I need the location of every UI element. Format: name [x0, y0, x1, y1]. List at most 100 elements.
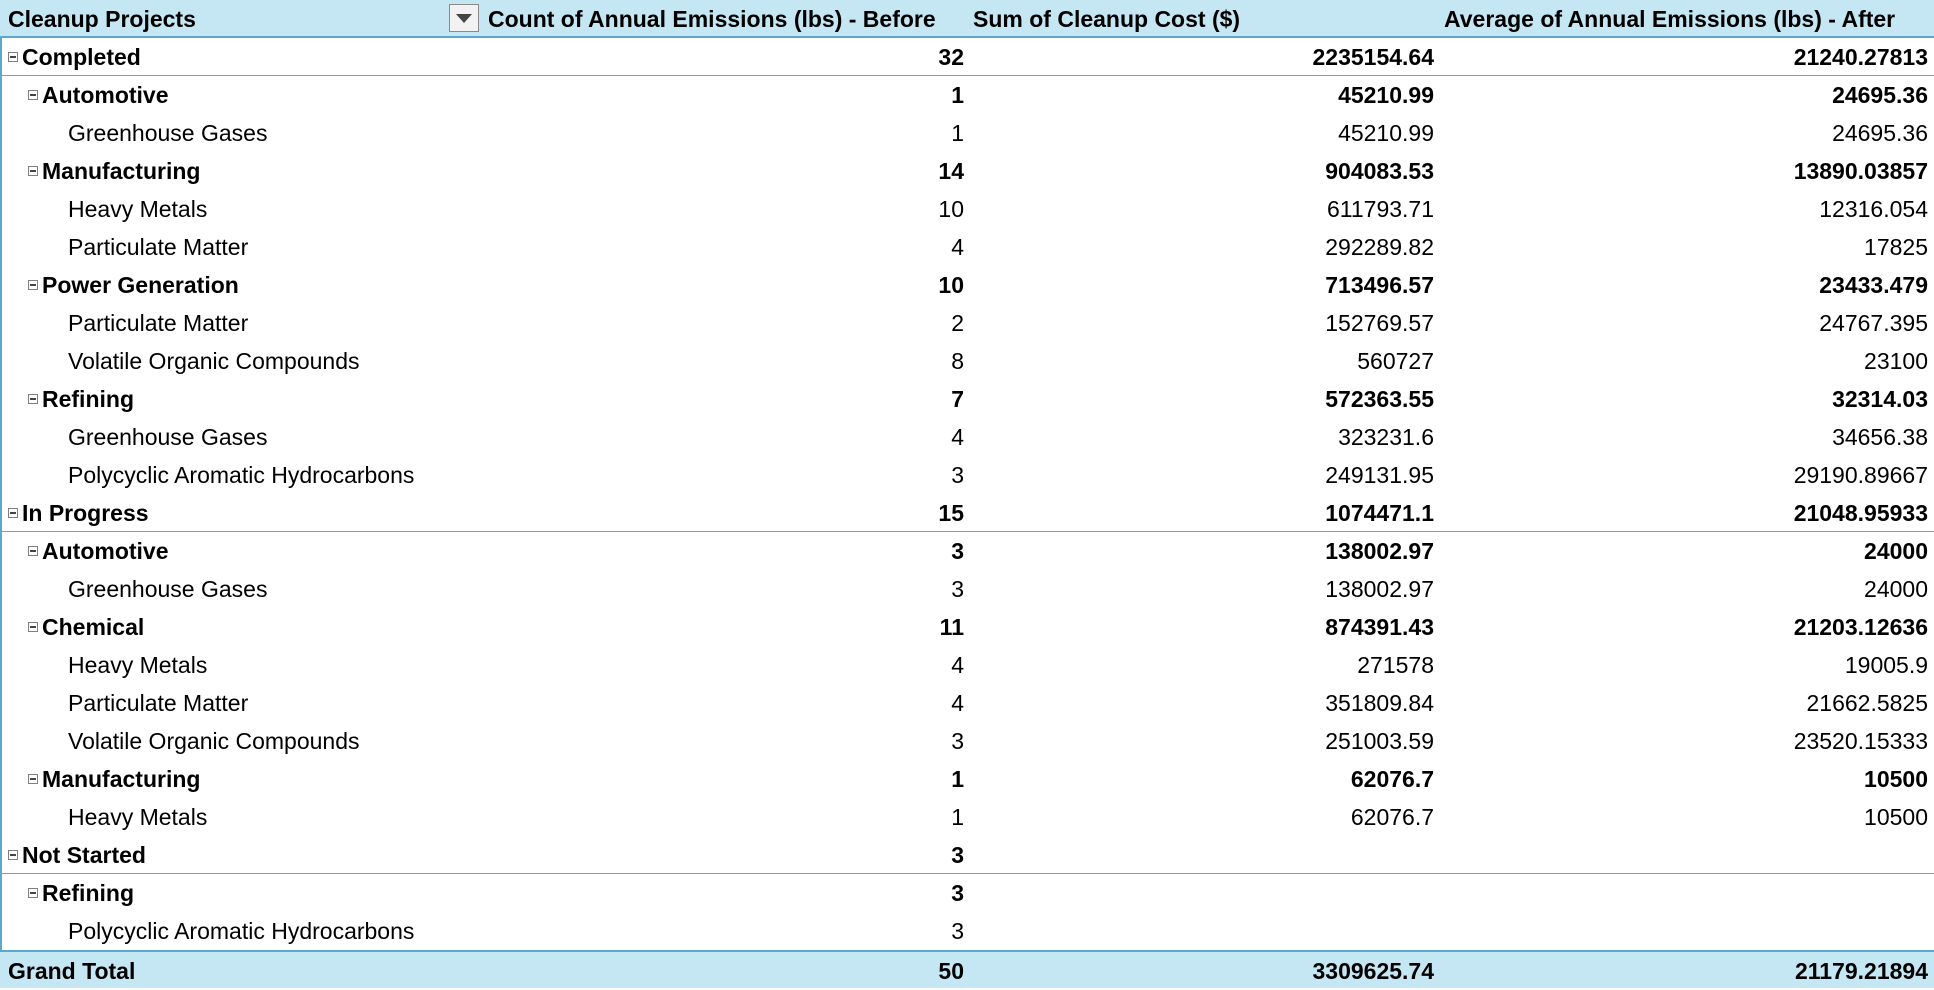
cleanup-cost-cell: 611793.71 — [1326, 196, 1434, 222]
cleanup-cost-cell: 874391.43 — [1325, 614, 1434, 640]
row-label[interactable]: Not Started — [8, 836, 146, 874]
grand-total-avg: 21179.21894 — [1794, 958, 1928, 984]
row-label-text: Completed — [22, 44, 141, 70]
avg-after-cell: 21240.27813 — [1793, 44, 1928, 70]
count-before-cell: 3 — [951, 842, 964, 868]
status-group-row: Not Started 3 — [0, 836, 1934, 874]
row-label-text: Polycyclic Aromatic Hydrocarbons — [68, 462, 415, 488]
cleanup-cost-cell: 2235154.64 — [1312, 44, 1434, 70]
row-label[interactable]: Chemical — [28, 608, 144, 646]
collapse-toggle-icon[interactable] — [8, 51, 18, 62]
row-labels-header: Cleanup Projects — [8, 6, 196, 32]
row-label: Polycyclic Aromatic Hydrocarbons — [68, 456, 414, 494]
row-label[interactable]: In Progress — [8, 494, 149, 532]
count-before-cell: 4 — [951, 234, 964, 260]
pollutant-row: Heavy Metals 1 62076.7 10500 — [0, 798, 1934, 836]
cleanup-cost-cell: 45210.99 — [1338, 120, 1434, 146]
row-label[interactable]: Automotive — [28, 532, 169, 570]
avg-after-cell: 34656.38 — [1832, 424, 1928, 450]
row-label-text: Automotive — [42, 82, 169, 108]
count-before-cell: 1 — [951, 804, 964, 830]
count-before-cell: 15 — [938, 500, 964, 526]
count-before-cell: 4 — [951, 690, 964, 716]
row-label-text: Greenhouse Gases — [68, 576, 268, 602]
row-label: Heavy Metals — [68, 798, 207, 836]
dropdown-arrow-icon[interactable] — [449, 4, 479, 32]
collapse-toggle-icon[interactable] — [28, 89, 38, 100]
row-label: Greenhouse Gases — [68, 114, 267, 152]
row-label[interactable]: Power Generation — [28, 266, 239, 304]
pollutant-row: Particulate Matter 2 152769.57 24767.395 — [0, 304, 1934, 342]
pollutant-row: Greenhouse Gases 4 323231.6 34656.38 — [0, 418, 1934, 456]
industry-group-row: Automotive 1 45210.99 24695.36 — [0, 76, 1934, 114]
row-label: Volatile Organic Compounds — [68, 342, 360, 380]
count-before-cell: 4 — [951, 652, 964, 678]
pollutant-row: Volatile Organic Compounds 8 560727 23100 — [0, 342, 1934, 380]
row-label[interactable]: Refining — [28, 380, 134, 418]
row-label-text: Manufacturing — [42, 766, 201, 792]
cleanup-cost-cell: 904083.53 — [1325, 158, 1434, 184]
cleanup-cost-cell: 152769.57 — [1325, 310, 1434, 336]
grand-total-cost: 3309625.74 — [1312, 958, 1434, 984]
avg-after-cell: 23520.15333 — [1793, 728, 1928, 754]
count-before-cell: 3 — [951, 462, 964, 488]
row-label-text: Automotive — [42, 538, 169, 564]
count-before-cell: 3 — [951, 728, 964, 754]
status-group-row: In Progress 15 1074471.1 21048.95933 — [0, 494, 1934, 532]
collapse-toggle-icon[interactable] — [28, 279, 38, 290]
row-label-text: Not Started — [22, 842, 146, 868]
avg-after-cell: 24000 — [1864, 538, 1928, 564]
avg-after-cell: 23100 — [1864, 348, 1928, 374]
pollutant-row: Greenhouse Gases 1 45210.99 24695.36 — [0, 114, 1934, 152]
row-label-text: Manufacturing — [42, 158, 201, 184]
row-label[interactable]: Automotive — [28, 76, 169, 114]
col-header-avg-after: Average of Annual Emissions (lbs) - Afte… — [1444, 6, 1896, 32]
row-label-text: Power Generation — [42, 272, 239, 298]
avg-after-cell: 24000 — [1864, 576, 1928, 602]
pollutant-row: Heavy Metals 10 611793.71 12316.054 — [0, 190, 1934, 228]
row-label-text: In Progress — [22, 500, 149, 526]
avg-after-cell: 13890.03857 — [1793, 158, 1928, 184]
row-label: Heavy Metals — [68, 190, 207, 228]
row-label-text: Particulate Matter — [68, 310, 249, 336]
row-label-text: Chemical — [42, 614, 145, 640]
table-left-border — [0, 0, 2, 988]
count-before-cell: 3 — [951, 538, 964, 564]
row-label[interactable]: Completed — [8, 38, 141, 76]
cleanup-cost-cell: 138002.97 — [1325, 576, 1434, 602]
row-label-text: Refining — [42, 880, 134, 906]
pollutant-row: Polycyclic Aromatic Hydrocarbons 3 249131.… — [0, 456, 1934, 494]
avg-after-cell: 21662.5825 — [1806, 690, 1928, 716]
grand-total-row: Grand Total 50 3309625.74 21179.21894 — [0, 950, 1934, 988]
row-label[interactable]: Manufacturing — [28, 152, 200, 190]
row-label[interactable]: Manufacturing — [28, 760, 200, 798]
avg-after-cell: 24695.36 — [1832, 120, 1928, 146]
collapse-toggle-icon[interactable] — [28, 887, 38, 898]
collapse-toggle-icon[interactable] — [8, 507, 18, 518]
row-label-text: Greenhouse Gases — [68, 424, 268, 450]
row-label: Greenhouse Gases — [68, 570, 267, 608]
row-label-text: Greenhouse Gases — [68, 120, 268, 146]
collapse-toggle-icon[interactable] — [28, 773, 38, 784]
avg-after-cell: 24767.395 — [1819, 310, 1928, 336]
count-before-cell: 3 — [951, 576, 964, 602]
row-label[interactable]: Refining — [28, 874, 134, 912]
collapse-toggle-icon[interactable] — [28, 165, 38, 176]
count-before-cell: 1 — [951, 766, 964, 792]
collapse-toggle-icon[interactable] — [8, 849, 18, 860]
count-before-cell: 1 — [951, 82, 964, 108]
count-before-cell: 1 — [951, 120, 964, 146]
collapse-toggle-icon[interactable] — [28, 393, 38, 404]
avg-after-cell: 32314.03 — [1832, 386, 1928, 412]
avg-after-cell: 17825 — [1864, 234, 1928, 260]
collapse-toggle-icon[interactable] — [28, 621, 38, 632]
collapse-toggle-icon[interactable] — [28, 545, 38, 556]
cleanup-cost-cell: 323231.6 — [1338, 424, 1434, 450]
count-before-cell: 4 — [951, 424, 964, 450]
cleanup-cost-cell: 62076.7 — [1350, 766, 1434, 792]
col-header-count-before: Count of Annual Emissions (lbs) - Before — [488, 6, 936, 32]
avg-after-cell: 12316.054 — [1819, 196, 1928, 222]
avg-after-cell: 10500 — [1864, 804, 1928, 830]
count-before-cell: 3 — [951, 918, 964, 944]
avg-after-cell: 21203.12636 — [1793, 614, 1928, 640]
